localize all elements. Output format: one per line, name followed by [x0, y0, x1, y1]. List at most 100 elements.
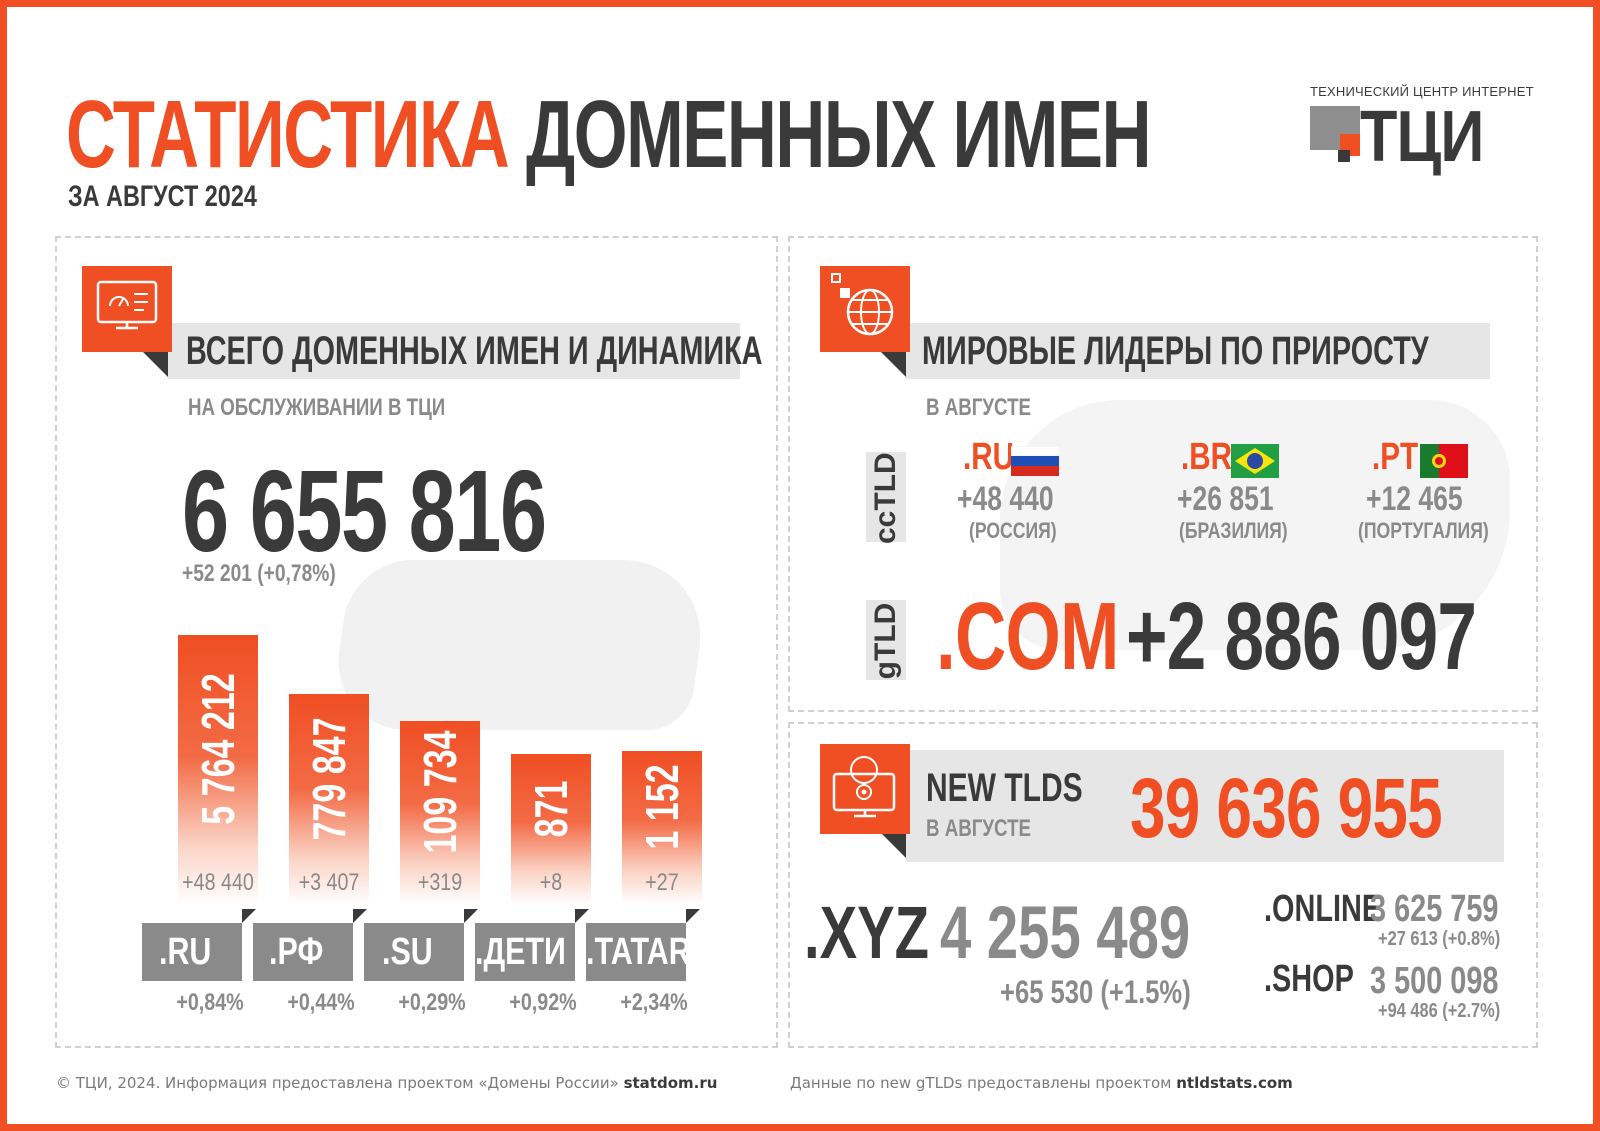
tab-notch — [353, 909, 367, 923]
leader-tld: .RU — [963, 436, 1015, 478]
russia-flag-icon — [1011, 446, 1059, 476]
leader-ru: .RU +48 440 (РОССИЯ) — [945, 436, 1085, 546]
footer-left-link[interactable]: statdom.ru — [623, 1074, 718, 1092]
shop-tld: .SHOP — [1264, 958, 1354, 1000]
pct-label: +0,44% — [287, 989, 355, 1016]
footer-right-link[interactable]: ntldstats.com — [1176, 1074, 1293, 1092]
footer-right: Данные по new gTLDs предоставлены проект… — [790, 1074, 1293, 1092]
gtld-label: gTLD — [869, 602, 902, 680]
total-domains-panel — [55, 236, 778, 1048]
tld-tab-label: .SU — [382, 931, 433, 973]
newtlds-band — [906, 750, 1504, 862]
bar-value-label: 5 764 212 — [192, 673, 244, 825]
newtlds-caption: В АВГУСТЕ — [926, 815, 1031, 842]
total-domains-value: 6 655 816 — [182, 446, 547, 576]
tld-tab: .РФ — [253, 923, 353, 981]
globe-network-icon — [820, 266, 910, 352]
leader-tld: .BR — [1181, 436, 1233, 478]
xyz-value: 4 255 489 — [940, 891, 1191, 974]
page-subtitle: ЗА АВГУСТ 2024 — [68, 180, 257, 213]
footer-right-text: Данные по new gTLDs предоставлены проект… — [790, 1074, 1172, 1092]
gtld-tag: gTLD — [866, 600, 906, 680]
newtlds-label: NEW TLDS — [926, 766, 1083, 810]
icon-shadow-3 — [880, 832, 906, 858]
tld-tab-label: .ДЕТИ — [475, 931, 566, 973]
bar-value-label: 871 — [525, 780, 577, 837]
total-domains-delta: +52 201 (+0,78%) — [182, 560, 336, 587]
leader-value: +48 440 — [957, 480, 1054, 518]
bar-delta-label: +319 — [417, 869, 463, 896]
pct-label: +0,92% — [509, 989, 577, 1016]
gtld-com-value: +2 886 097 — [1126, 583, 1477, 690]
globe-gear-monitor-icon — [820, 744, 910, 834]
online-tld: .ONLINE — [1264, 888, 1382, 930]
footer-left: © ТЦИ, 2024. Информация предоставлена пр… — [56, 1074, 717, 1092]
section-heading-leaders: МИРОВЫЕ ЛИДЕРЫ ПО ПРИРОСТУ — [922, 329, 1429, 373]
xyz-tld: .XYZ — [804, 891, 930, 974]
section-band-2 — [906, 323, 1490, 379]
monitor-dashboard-icon — [82, 266, 172, 352]
title-orange: СТАТИСТИКА — [66, 81, 510, 188]
gtld-com: .COM — [936, 583, 1119, 690]
leaders-caption: В АВГУСТЕ — [926, 394, 1031, 421]
leader-tld: .PT — [1372, 436, 1419, 478]
leader-country: (РОССИЯ) — [969, 518, 1057, 543]
section-heading-total: ВСЕГО ДОМЕННЫХ ИМЕН И ДИНАМИКА — [186, 329, 763, 373]
page-title: СТАТИСТИКА ДОМЕННЫХ ИМЕН — [66, 80, 1151, 190]
leader-country: (ПОРТУГАЛИЯ) — [1358, 518, 1489, 543]
service-caption: НА ОБСЛУЖИВАНИИ В ТЦИ — [188, 394, 446, 421]
tab-notch — [686, 909, 700, 923]
new-tlds-panel — [788, 722, 1538, 1048]
bar-value-label: 109 734 — [414, 730, 466, 854]
russia-map-background — [328, 560, 712, 730]
leader-pt: .PT +12 465 (ПОРТУГАЛИЯ) — [1358, 436, 1510, 546]
leader-br: .BR +26 851 (БРАЗИЛИЯ) — [1165, 436, 1305, 546]
logo-mark-dot — [1338, 150, 1350, 162]
tld-tab-label: .RU — [159, 931, 212, 973]
tab-notch — [464, 909, 478, 923]
section-band — [168, 323, 740, 379]
xyz-delta: +65 530 (+1.5%) — [1000, 974, 1191, 1010]
bar-delta-label: +3 407 — [298, 869, 360, 896]
logo-caption: ТЕХНИЧЕСКИЙ ЦЕНТР ИНТЕРНЕТ — [1310, 84, 1534, 99]
tld-tab: .RU — [142, 923, 242, 981]
bar-1 — [289, 694, 369, 905]
bar-delta-label: +8 — [539, 869, 563, 896]
pct-label: +0,29% — [398, 989, 466, 1016]
logo-text: ТЦИ — [1360, 97, 1484, 177]
shop-value: 3 500 098 — [1370, 960, 1499, 1002]
pct-label: +2,34% — [620, 989, 688, 1016]
footer-left-text: © ТЦИ, 2024. Информация предоставлена пр… — [56, 1074, 619, 1092]
shop-delta: +94 486 (+2.7%) — [1378, 1000, 1501, 1022]
tld-tab-label: .РФ — [269, 931, 324, 973]
cctld-label: ccTLD — [869, 452, 902, 544]
online-delta: +27 613 (+0.8%) — [1378, 928, 1501, 950]
tld-tab: .TATAR — [586, 923, 691, 981]
newtlds-total: 39 636 955 — [1130, 761, 1443, 855]
cctld-tag: ccTLD — [866, 452, 906, 544]
bar-delta-label: +27 — [645, 869, 679, 896]
bar-4 — [622, 751, 702, 905]
world-map-background — [1000, 400, 1510, 650]
brazil-flag-icon — [1231, 444, 1279, 478]
leader-value: +26 851 — [1177, 480, 1274, 518]
tab-notch — [242, 909, 256, 923]
bar-0 — [178, 635, 258, 905]
bar-2 — [400, 721, 480, 905]
bar-value-label: 1 152 — [636, 764, 688, 850]
icon-shadow-2 — [880, 351, 906, 377]
portugal-flag-icon — [1420, 444, 1468, 478]
tld-tab: .SU — [364, 923, 464, 981]
leader-value: +12 465 — [1366, 480, 1463, 518]
bar-3 — [511, 754, 591, 905]
pct-label: +0,84% — [176, 989, 244, 1016]
bar-delta-label: +48 440 — [182, 869, 254, 896]
bar-value-label: 779 847 — [303, 716, 355, 841]
icon-shadow — [142, 351, 168, 377]
tab-notch — [575, 909, 589, 923]
tld-tab: .ДЕТИ — [475, 923, 575, 981]
tld-tab-label: .TATAR — [586, 931, 691, 973]
world-leaders-panel — [788, 236, 1538, 712]
title-dark: ДОМЕННЫХ ИМЕН — [526, 81, 1151, 188]
online-value: 3 625 759 — [1370, 888, 1499, 930]
